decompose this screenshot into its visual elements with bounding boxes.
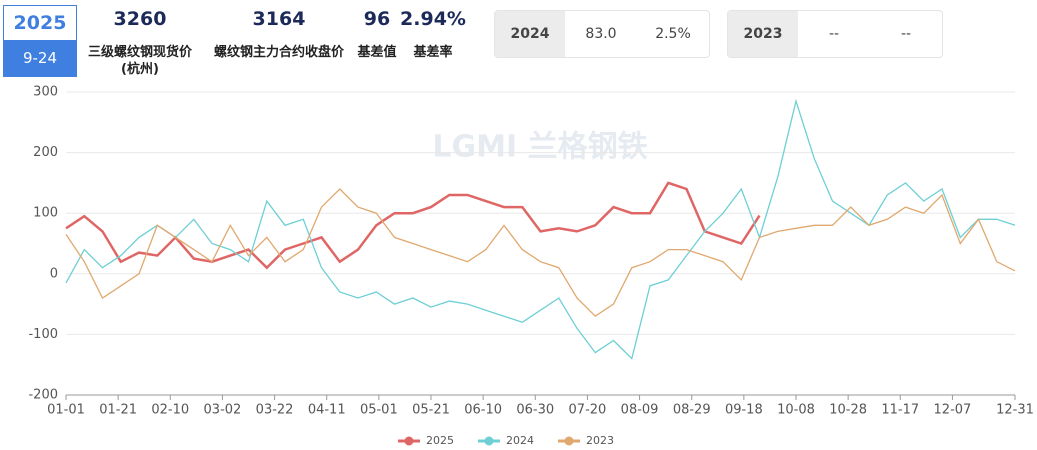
x-tick-label: 07-20: [569, 403, 607, 418]
x-tick-label: 03-22: [256, 403, 294, 418]
legend-symbol: [564, 436, 574, 446]
legend-label: 2025: [426, 434, 454, 447]
watermark: LGMI 兰格钢铁: [432, 130, 647, 165]
date-box: 2025 9-24: [3, 5, 77, 77]
x-tick-label: 10-28: [829, 403, 867, 418]
series-line: [65, 188, 1016, 318]
x-tick-label: 08-29: [673, 403, 711, 418]
x-tick-label: 12-31: [996, 403, 1034, 418]
y-tick-label: -100: [28, 327, 58, 342]
x-tick-label: 06-30: [516, 403, 554, 418]
x-tick-label: 09-18: [725, 403, 763, 418]
stat: 3164 螺纹钢主力合约收盘价: [205, 8, 353, 61]
stat-value: 3164: [252, 8, 306, 30]
year: 2025: [13, 12, 67, 34]
x-tick-label: 05-21: [412, 403, 450, 418]
x-tick-label: 05-01: [360, 403, 398, 418]
y-tick-label: 0: [50, 266, 58, 281]
stat-label: 三级螺纹钢现货价(杭州): [87, 45, 192, 77]
legend-label: 2024: [506, 434, 534, 447]
stat: 2.94% 基差率: [400, 8, 466, 61]
y-tick-label: -200: [28, 388, 58, 403]
series-line: [65, 98, 1016, 360]
compare-year: 2023: [728, 11, 798, 57]
compare-value: 83.0: [585, 26, 617, 42]
series-line: [65, 181, 761, 270]
stat-value: 96: [363, 8, 391, 30]
stat-value: 3260: [113, 8, 167, 30]
compare-year: 2024: [495, 11, 565, 57]
compare-box: 2024 83.0 2.5%: [494, 10, 710, 58]
stat-value: 2.94%: [400, 8, 466, 30]
compare-value: --: [828, 26, 840, 42]
compare-rate: --: [900, 26, 912, 42]
x-tick-label: 01-21: [99, 403, 137, 418]
x-tick-label: 02-10: [151, 403, 189, 418]
legend-label: 2023: [586, 434, 614, 447]
x-tick-label: 08-09: [621, 403, 659, 418]
compare-rate: 2.5%: [655, 26, 691, 42]
x-tick-label: 04-11: [308, 403, 346, 418]
legend-symbol: [484, 436, 494, 446]
y-tick-label: 300: [33, 85, 58, 100]
stat-label: 螺纹钢主力合约收盘价: [213, 45, 344, 60]
stat: 96 基差值: [352, 8, 402, 61]
stat-label: 基差率: [413, 45, 453, 60]
legend-symbol: [404, 436, 414, 446]
stat: 3260 三级螺纹钢现货价(杭州): [80, 8, 200, 78]
x-tick-label: 11-17: [881, 403, 919, 418]
compare-box: 2023 -- --: [727, 10, 943, 58]
x-tick-label: 10-08: [777, 403, 815, 418]
x-tick-label: 06-10: [464, 403, 502, 418]
y-tick-label: 100: [33, 206, 58, 221]
stat-label: 基差值: [357, 45, 397, 60]
x-tick-label: 12-07: [934, 403, 972, 418]
x-tick-label: 01-01: [47, 403, 85, 418]
y-tick-label: 200: [33, 145, 58, 160]
date: 9-24: [4, 40, 76, 76]
x-tick-label: 03-02: [204, 403, 242, 418]
